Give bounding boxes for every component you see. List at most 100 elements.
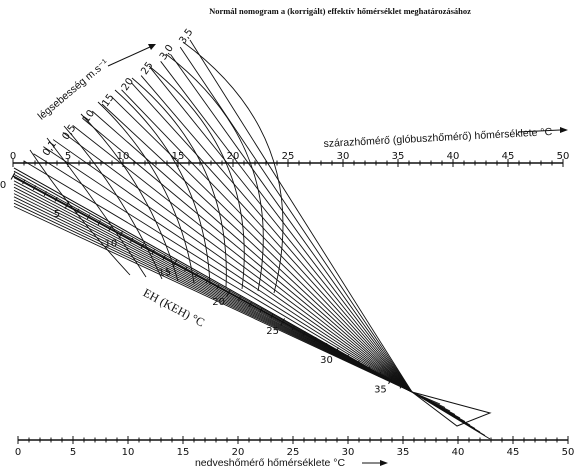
speed-grid-line — [13, 193, 413, 393]
dry-scale-tick-label: 5 — [65, 151, 71, 162]
velocity-isoline — [46, 137, 147, 278]
wet-scale-tick-label: 50 — [562, 447, 575, 458]
eh-scale-tick — [334, 347, 339, 355]
dry-scale-tick-label: 0 — [10, 151, 16, 162]
velocity-isoline — [148, 65, 245, 290]
speed-grid-line — [111, 96, 413, 393]
speed-grid-line — [13, 167, 413, 393]
dry-scale-tick-label: 45 — [502, 151, 515, 162]
velocity-isoline — [29, 149, 131, 276]
eh-scale-tick — [129, 237, 134, 243]
speed-grid-line — [52, 139, 413, 393]
wet-scale-tick-label: 25 — [287, 447, 300, 458]
eh-scale-tick — [43, 191, 47, 196]
eh-scale-tick — [108, 226, 112, 231]
eh-scale-tick-label: 15 — [158, 268, 171, 279]
wet-scale-tick-label: 30 — [342, 447, 355, 458]
eh-scale-tick — [183, 266, 188, 272]
speed-grid-line — [140, 75, 413, 393]
dry-scale-tick-label: 20 — [227, 151, 240, 162]
speed-grid-line — [82, 117, 413, 393]
speed-grid-line — [160, 61, 413, 393]
speed-grid-line — [13, 189, 413, 393]
eh-scale-tick — [140, 243, 145, 249]
velocity-isoline — [63, 125, 163, 280]
eh-scale-tick — [399, 383, 403, 389]
velocity-isoline — [182, 41, 284, 294]
eh-scale-tick — [237, 296, 242, 302]
eh-scale-tick — [151, 249, 155, 255]
speed-grid-line — [121, 89, 413, 393]
speed-grid-line — [411, 391, 491, 440]
eh-scale-tick — [226, 289, 232, 297]
velocity-isoline — [114, 89, 211, 286]
dry-scale-tick-label: 15 — [172, 151, 185, 162]
dry-scale-tick-label: 30 — [337, 151, 350, 162]
speed-grid-line — [179, 46, 413, 393]
speed-grid-line — [13, 199, 413, 393]
eh-scale-tick — [86, 214, 91, 220]
wet-scale-arrow — [362, 460, 388, 466]
eh-scale-tick — [194, 272, 198, 278]
dry-scale-tick-label: 40 — [447, 151, 460, 162]
eh-scale-tick — [97, 220, 101, 226]
eh-scale-tick — [259, 307, 263, 313]
speed-grid-line — [33, 153, 413, 393]
eh-scale-tick — [32, 185, 37, 191]
eh-scale-axis-line — [12, 175, 413, 393]
speed-grid-line — [13, 196, 413, 393]
eh-scale-tick — [345, 354, 349, 360]
dry-scale-tick-label: 25 — [282, 151, 295, 162]
speed-grid-line — [13, 183, 413, 393]
speed-grid-line — [13, 170, 413, 393]
wet-scale-tick-label: 45 — [507, 447, 520, 458]
speed-grid-line — [150, 68, 413, 393]
eh-scale-tick — [118, 230, 124, 239]
speed-grid-line — [72, 124, 413, 393]
velocity-isoline — [131, 77, 227, 288]
velocity-isoline — [97, 101, 195, 284]
speed-grid-line — [131, 82, 413, 393]
eh-scale-tick — [291, 325, 296, 331]
wet-scale-tick-label: 20 — [232, 447, 245, 458]
air-velocity-tick-label: 3,5 — [177, 27, 195, 46]
eh-scale-tick — [378, 372, 382, 377]
eh-scale-tick — [54, 196, 58, 202]
eh-scale-tick — [10, 172, 16, 180]
wet-scale-tick-label: 0 — [15, 447, 21, 458]
eh-scale-tick — [367, 366, 371, 372]
eh-scale-tick-label: 0 — [0, 180, 6, 191]
wet-scale-tick-label: 40 — [452, 447, 465, 458]
eh-scale-tick-label: 35 — [374, 384, 387, 395]
air-velocity-label: légsebesség m.s⁻¹ — [36, 57, 111, 123]
air-velocity-tick-label: 25 — [139, 60, 155, 77]
dry-scale-tick-label: 35 — [392, 151, 405, 162]
eh-scale-tick — [76, 208, 80, 214]
speed-grid-line — [91, 110, 413, 393]
eh-scale-tick — [22, 179, 26, 185]
dry-bulb-scale: 0 5 10 15 20 25 30 35 40 45 50 — [10, 151, 570, 167]
eh-scale-tick-label: 20 — [212, 297, 225, 308]
velocity-isoline — [80, 113, 179, 282]
dry-scale-tick-label: 10 — [117, 151, 130, 162]
speed-grid-line — [170, 53, 413, 393]
wet-scale-tick-label: 10 — [122, 447, 135, 458]
wet-scale-tick-label: 15 — [177, 447, 190, 458]
wet-scale-tick-label: 5 — [70, 447, 76, 458]
eh-scale-tick — [388, 376, 393, 385]
speed-grid-line — [13, 205, 413, 393]
eh-scale-tick — [324, 342, 328, 348]
dry-scale-arrow — [517, 127, 568, 133]
wet-bulb-scale: 0 5 10 15 20 25 30 35 40 45 50 — [15, 436, 575, 458]
speed-grid-line — [189, 39, 413, 393]
chart-title: Normál nomogram a (korrigált) effektív h… — [209, 6, 471, 16]
eh-scale-tick — [162, 255, 166, 261]
velocity-isoline — [165, 53, 264, 292]
air-velocity-tick-label: 10 — [81, 108, 97, 125]
dry-scale-tick-label: 50 — [557, 151, 570, 162]
speed-grid-line — [13, 186, 413, 393]
eh-scale: 0 5 10 15 20 25 30 35 — [0, 172, 413, 395]
eh-scale-tick-label: 10 — [104, 238, 117, 249]
speed-grid-line — [13, 202, 413, 393]
